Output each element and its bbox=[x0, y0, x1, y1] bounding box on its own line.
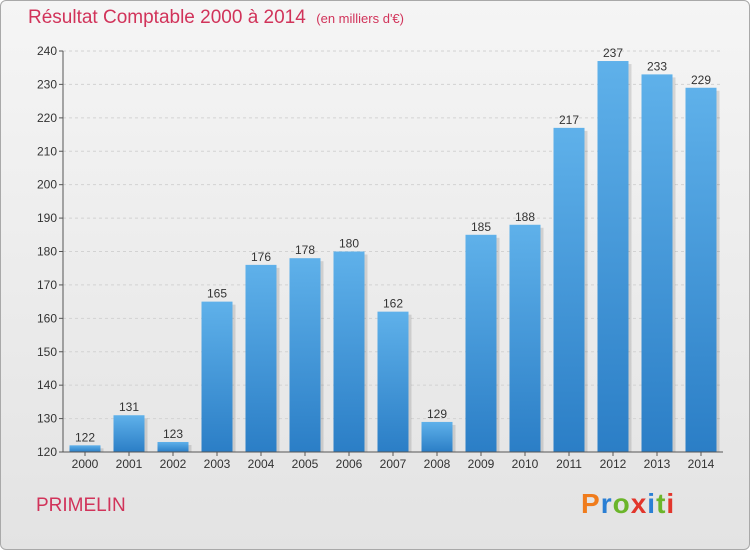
bar-value-label: 129 bbox=[427, 407, 447, 421]
x-tick-label: 2011 bbox=[556, 457, 582, 471]
bar-value-label: 162 bbox=[383, 297, 403, 311]
bar-value-label: 176 bbox=[251, 250, 271, 264]
logo-letter: i bbox=[647, 488, 657, 519]
x-tick-label: 2004 bbox=[248, 457, 275, 471]
y-tick-label: 230 bbox=[37, 77, 57, 91]
bar bbox=[597, 61, 629, 453]
x-tick-label: 2014 bbox=[688, 457, 715, 471]
bar bbox=[113, 415, 145, 452]
bar bbox=[69, 445, 101, 452]
x-tick-label: 2003 bbox=[204, 457, 231, 471]
x-tick-label: 2000 bbox=[72, 457, 99, 471]
bar-value-label: 237 bbox=[603, 46, 623, 60]
x-tick-label: 2008 bbox=[424, 457, 451, 471]
bar bbox=[333, 251, 365, 452]
y-tick-label: 200 bbox=[37, 178, 57, 192]
bar bbox=[421, 421, 453, 452]
bar bbox=[641, 74, 673, 453]
x-tick-label: 2002 bbox=[160, 457, 187, 471]
y-tick-label: 130 bbox=[37, 412, 57, 426]
tick-labels: 120 130 140 150 160 170 180 190 200 210 220 230 240 1… bbox=[37, 44, 715, 471]
bar-value-label: 123 bbox=[163, 427, 183, 441]
y-tick-label: 220 bbox=[37, 111, 57, 125]
y-tick-label: 140 bbox=[37, 378, 57, 392]
bar bbox=[245, 264, 277, 452]
bar-value-label: 185 bbox=[471, 220, 491, 234]
y-tick-label: 180 bbox=[37, 245, 57, 259]
y-tick-label: 170 bbox=[37, 278, 57, 292]
y-tick-label: 160 bbox=[37, 311, 57, 325]
chart-title: Résultat Comptable 2000 à 2014 bbox=[28, 7, 306, 28]
x-tick-label: 2006 bbox=[336, 457, 363, 471]
bar bbox=[201, 301, 233, 452]
bar-value-label: 131 bbox=[119, 400, 139, 414]
y-tick-label: 210 bbox=[37, 144, 57, 158]
bar-value-label: 229 bbox=[691, 73, 711, 87]
logo-letter: x bbox=[630, 488, 648, 519]
bar bbox=[509, 224, 541, 452]
logo-letter: r bbox=[600, 488, 613, 519]
bar bbox=[289, 258, 321, 452]
bar bbox=[465, 234, 497, 452]
bar bbox=[685, 87, 717, 452]
logo-letter: P bbox=[581, 488, 601, 519]
bar-value-label: 180 bbox=[339, 237, 359, 251]
x-tick-label: 2005 bbox=[292, 457, 319, 471]
x-tick-label: 2009 bbox=[468, 457, 495, 471]
y-tick-label: 240 bbox=[37, 44, 57, 58]
bar-value-label: 217 bbox=[559, 113, 579, 127]
bar-value-label: 165 bbox=[207, 287, 227, 301]
bar bbox=[157, 441, 189, 452]
x-tick-label: 2012 bbox=[600, 457, 627, 471]
logo-letter: t bbox=[656, 488, 667, 519]
x-tick-label: 2013 bbox=[644, 457, 671, 471]
bar bbox=[553, 127, 585, 452]
x-tick-label: 2007 bbox=[380, 457, 407, 471]
x-tick-label: 2001 bbox=[116, 457, 143, 471]
logo-letter: i bbox=[666, 488, 676, 519]
bar-value-label: 188 bbox=[515, 210, 535, 224]
y-tick-label: 120 bbox=[37, 445, 57, 459]
bar bbox=[377, 311, 409, 452]
bar-value-label: 122 bbox=[75, 430, 95, 444]
logo-letter: o bbox=[612, 488, 631, 519]
chart-subtitle: (en milliers d'€) bbox=[316, 11, 404, 26]
bar-value-label: 178 bbox=[295, 243, 315, 257]
bars bbox=[69, 61, 720, 453]
proxiti-logo[interactable]: Proxiti bbox=[581, 488, 675, 520]
bar-value-label: 233 bbox=[647, 59, 667, 73]
commune-name: PRIMELIN bbox=[36, 495, 126, 516]
axes bbox=[59, 50, 723, 456]
chart-title-block: Résultat Comptable 2000 à 2014 (en milli… bbox=[28, 7, 404, 29]
x-tick-label: 2010 bbox=[512, 457, 539, 471]
y-tick-label: 150 bbox=[37, 345, 57, 359]
y-tick-label: 190 bbox=[37, 211, 57, 225]
